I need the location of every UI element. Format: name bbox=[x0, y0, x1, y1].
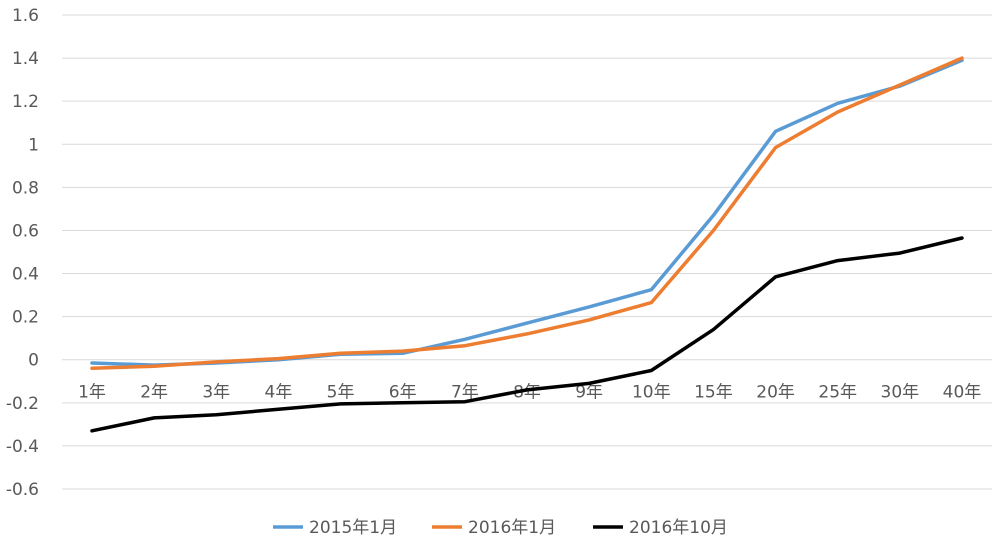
x-tick-label: 3年 bbox=[202, 383, 230, 403]
legend-label: 2016年10月 bbox=[629, 518, 728, 538]
x-tick-label: 15年 bbox=[694, 383, 733, 403]
legend-label: 2016年1月 bbox=[468, 518, 556, 538]
y-tick-label: 0.6 bbox=[12, 221, 39, 241]
x-tick-label: 7年 bbox=[451, 383, 479, 403]
x-tick-label: 1年 bbox=[78, 383, 106, 403]
x-tick-label: 2年 bbox=[140, 383, 168, 403]
y-tick-label: -0.2 bbox=[6, 394, 39, 414]
x-axis: 1年 2年 3年 4年 5年 6年 7年 8年 9年 10年 15年 20年 25年 30年 40年 bbox=[78, 383, 981, 403]
legend: 2015年1月 2016年1月 2016年10月 bbox=[273, 518, 728, 538]
x-tick-label: 40年 bbox=[943, 383, 982, 403]
legend-item: 2016年1月 bbox=[432, 518, 556, 538]
gridlines bbox=[62, 14, 992, 490]
legend-label: 2015年1月 bbox=[309, 518, 397, 538]
y-tick-label: 0.2 bbox=[12, 308, 39, 328]
y-axis: 1.6 1.4 1.2 1 0.8 0.6 0.4 0.2 0 -0.2 -0.4 -0.6 bbox=[6, 6, 39, 500]
x-tick-label: 10年 bbox=[632, 383, 671, 403]
y-tick-label: 1.4 bbox=[12, 49, 39, 69]
series-line-0 bbox=[90, 58, 964, 367]
y-tick-label: -0.6 bbox=[6, 480, 39, 500]
y-tick-label: -0.4 bbox=[6, 437, 39, 457]
x-tick-label: 4年 bbox=[265, 383, 293, 403]
x-tick-label: 9年 bbox=[575, 383, 603, 403]
x-tick-label: 30年 bbox=[881, 383, 920, 403]
y-tick-label: 0 bbox=[28, 351, 39, 371]
legend-item: 2015年1月 bbox=[273, 518, 397, 538]
series-lines bbox=[90, 56, 964, 433]
x-tick-label: 6年 bbox=[389, 383, 417, 403]
y-tick-label: 1.6 bbox=[12, 6, 39, 26]
x-tick-label: 20年 bbox=[756, 383, 795, 403]
x-tick-label: 5年 bbox=[327, 383, 355, 403]
series-line-2 bbox=[90, 236, 964, 433]
y-tick-label: 1 bbox=[28, 135, 39, 155]
y-tick-label: 0.4 bbox=[12, 265, 39, 285]
y-tick-label: 1.2 bbox=[12, 92, 39, 112]
series-line-1 bbox=[90, 56, 964, 371]
legend-item: 2016年10月 bbox=[593, 518, 728, 538]
y-tick-label: 0.8 bbox=[12, 178, 39, 198]
x-tick-label: 25年 bbox=[818, 383, 857, 403]
